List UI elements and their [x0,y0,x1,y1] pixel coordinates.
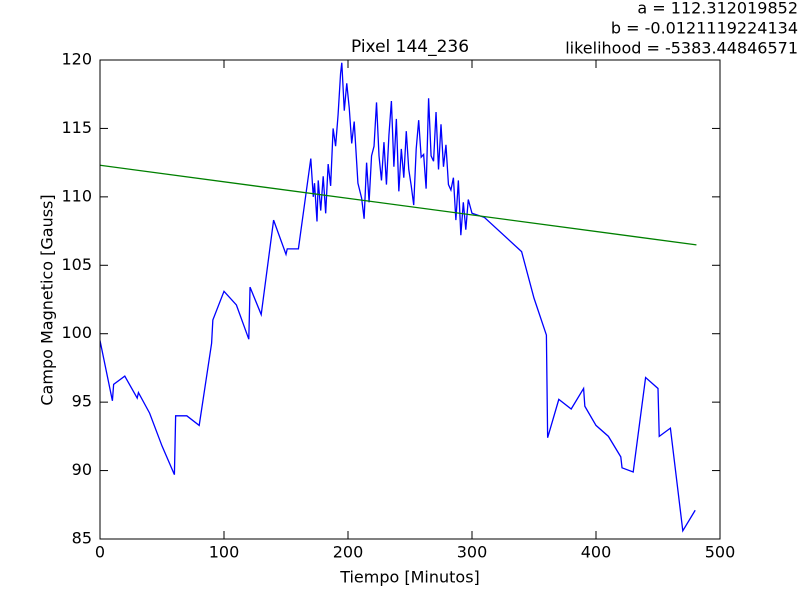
y-tick-label: 105 [61,255,92,274]
x-tick-label: 300 [457,543,488,562]
data-line [100,62,696,533]
y-tick-label: 95 [72,392,92,411]
y-tick-label: 85 [72,529,92,548]
data-line [100,164,697,246]
plot-frame [99,59,721,540]
x-axis-label: Tiempo [Minutos] [339,568,480,587]
y-tick-label: 120 [61,50,92,69]
x-tick-label: 100 [209,543,240,562]
x-tick-label: 500 [705,543,736,562]
annotation: likelihood = -5383.44846571 [565,39,798,58]
annotation: a = 112.312019852 [637,0,798,18]
y-tick-label: 110 [61,186,92,205]
y-axis-label: Campo Magnetico [Gauss] [38,194,57,405]
y-tick-label: 115 [61,118,92,137]
chart-title: Pixel 144_236 [351,37,469,57]
x-tick-label: 200 [333,543,364,562]
y-tick-label: 90 [72,460,92,479]
x-tick-label: 400 [581,543,612,562]
x-tick-label: 0 [95,543,105,562]
annotation: b = -0.0121119224134 [611,19,798,38]
y-tick-label: 100 [61,323,92,342]
